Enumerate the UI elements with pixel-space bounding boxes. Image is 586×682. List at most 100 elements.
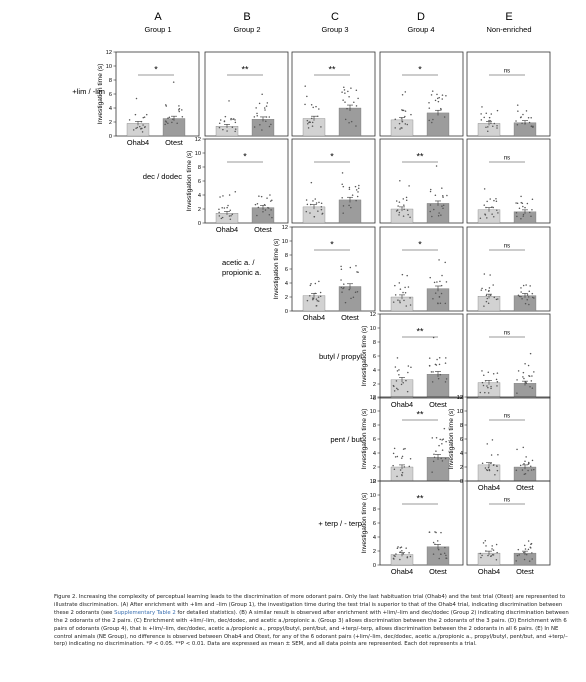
data-point: [392, 384, 395, 387]
data-point: [399, 288, 402, 290]
data-point: [479, 552, 482, 555]
significance-label: ns: [504, 69, 510, 75]
data-point: [434, 543, 436, 546]
y-tick-label: 2: [460, 465, 463, 471]
data-point: [403, 208, 405, 210]
data-point: [164, 123, 166, 126]
data-point: [139, 125, 141, 128]
data-point: [132, 129, 135, 131]
data-point: [483, 374, 485, 376]
panel-ohab4-r5c4: ns Ohab4 Otest: [466, 480, 551, 576]
data-point: [405, 379, 407, 382]
data-point: [357, 97, 359, 100]
data-point: [532, 125, 534, 128]
data-point: [355, 189, 358, 191]
y-tick-label: 12: [370, 395, 376, 401]
data-point: [181, 109, 183, 111]
y-tick-label: 8: [460, 423, 463, 429]
data-point: [516, 448, 518, 451]
data-point: [492, 284, 494, 286]
y-tick-label: 8: [285, 253, 288, 259]
significance-label: **: [328, 65, 336, 75]
data-point: [440, 214, 442, 216]
data-point: [517, 110, 519, 112]
data-point: [433, 208, 435, 211]
column-letter-b: B: [243, 11, 250, 23]
data-point: [340, 279, 342, 281]
data-point: [348, 122, 350, 124]
data-point: [445, 440, 447, 443]
significance-label: ns: [504, 156, 510, 162]
data-point: [484, 539, 487, 542]
data-point: [407, 371, 409, 374]
data-point: [399, 301, 401, 304]
data-point: [527, 469, 529, 472]
data-point: [441, 443, 443, 445]
data-point: [487, 371, 490, 374]
data-point: [429, 210, 431, 213]
data-point: [306, 119, 309, 122]
data-point: [440, 284, 443, 287]
data-point: [218, 122, 221, 125]
y-tick-label: 12: [457, 395, 463, 401]
data-point: [219, 196, 221, 198]
data-point: [444, 546, 446, 549]
data-point: [316, 300, 319, 302]
data-point: [340, 268, 343, 270]
significance-label: ns: [504, 414, 510, 420]
data-point: [320, 202, 323, 204]
data-point: [481, 462, 484, 464]
data-point: [402, 553, 405, 555]
data-point: [310, 282, 312, 285]
data-point: [348, 95, 350, 98]
data-point: [319, 291, 322, 294]
data-point: [524, 363, 526, 365]
data-point: [341, 172, 344, 174]
data-point: [409, 457, 412, 460]
data-point: [497, 453, 499, 456]
data-point: [440, 457, 442, 460]
data-point: [309, 212, 311, 214]
data-point: [521, 298, 523, 300]
data-point: [437, 214, 440, 217]
y-tick-label: 0: [460, 479, 463, 485]
y-tick-label: 4: [460, 451, 463, 457]
data-point: [485, 300, 488, 303]
data-point: [396, 475, 398, 478]
column-group-d: Group 4: [407, 25, 434, 34]
data-point: [441, 460, 444, 462]
data-point: [443, 552, 446, 555]
data-point: [357, 271, 359, 273]
data-point: [525, 382, 528, 385]
panel-ohab4-r1c2: *: [291, 138, 376, 224]
y-tick-label: 6: [460, 437, 463, 443]
data-point: [268, 116, 271, 118]
y-axis-label: Investigation time (s): [361, 409, 368, 470]
data-point: [430, 371, 433, 373]
row-label-butyl: butyl / propyl: [319, 352, 362, 361]
panel-frame: [291, 51, 376, 137]
data-point: [442, 207, 444, 209]
y-tick-label: 0: [109, 134, 112, 140]
data-point: [439, 280, 441, 283]
bar-otest: [426, 374, 450, 399]
column-group-c: Group 3: [321, 25, 348, 34]
data-point: [533, 297, 535, 299]
data-point: [143, 116, 146, 118]
data-point: [491, 554, 494, 556]
data-point: [433, 456, 436, 458]
data-point: [484, 379, 487, 382]
data-point: [441, 274, 443, 277]
data-point: [438, 363, 441, 366]
y-tick-label: 4: [373, 368, 376, 374]
supplementary-table-link[interactable]: Supplementary Table 2: [114, 609, 176, 616]
data-point: [495, 378, 498, 381]
data-point: [310, 181, 313, 184]
data-point: [344, 118, 347, 121]
data-point: [491, 206, 493, 208]
data-point: [263, 107, 266, 109]
data-point: [479, 217, 482, 219]
data-point: [488, 116, 491, 119]
data-point: [397, 388, 399, 391]
data-point: [164, 120, 167, 122]
